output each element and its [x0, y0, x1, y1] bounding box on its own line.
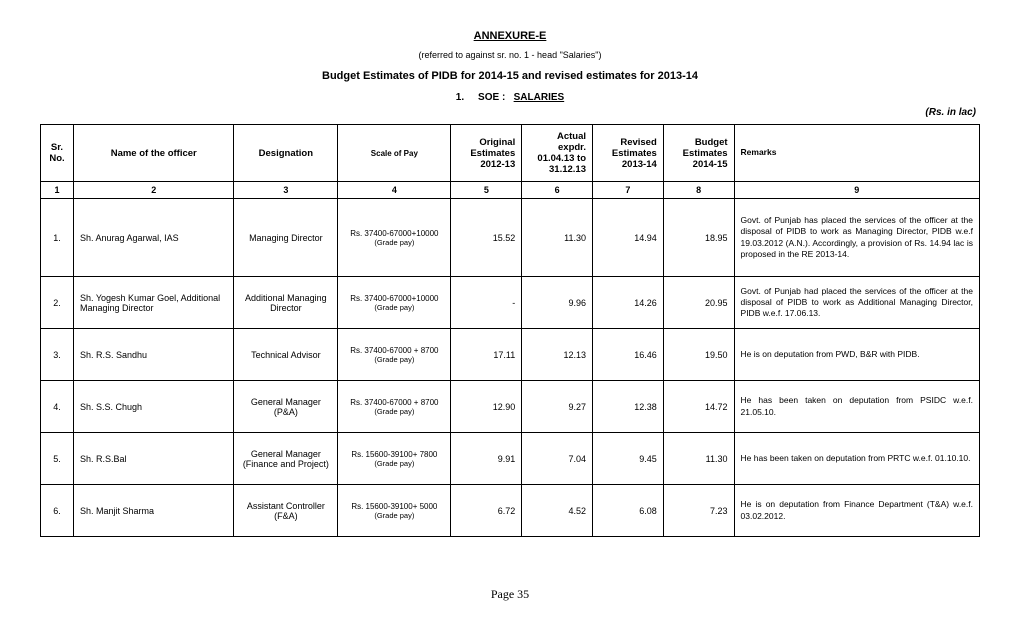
- cell-sr: 2.: [41, 277, 74, 329]
- cell-desg: Technical Advisor: [234, 329, 338, 381]
- cell-orig: 15.52: [451, 199, 522, 277]
- cell-rem: He has been taken on deputation from PRT…: [734, 433, 979, 485]
- cell-sr: 6.: [41, 485, 74, 537]
- col-bud: Budget Estimates 2014-15: [663, 125, 734, 182]
- cell-rem: Govt. of Punjab has placed the services …: [734, 199, 979, 277]
- cell-desg: Managing Director: [234, 199, 338, 277]
- cell-desg: Additional Managing Director: [234, 277, 338, 329]
- cell-orig: 12.90: [451, 381, 522, 433]
- cell-pay: Rs. 37400-67000 + 8700(Grade pay): [338, 381, 451, 433]
- cn7: 7: [593, 182, 664, 199]
- col-rev: Revised Estimates 2013-14: [593, 125, 664, 182]
- cell-sr: 5.: [41, 433, 74, 485]
- cn1: 1: [41, 182, 74, 199]
- col-desg: Designation: [234, 125, 338, 182]
- cell-name: Sh. R.S.Bal: [74, 433, 234, 485]
- cell-pay: Rs. 37400-67000 + 8700(Grade pay): [338, 329, 451, 381]
- cell-sr: 4.: [41, 381, 74, 433]
- cell-orig: 9.91: [451, 433, 522, 485]
- col-orig: Original Estimates 2012-13: [451, 125, 522, 182]
- cell-name: Sh. R.S. Sandhu: [74, 329, 234, 381]
- cell-bud: 18.95: [663, 199, 734, 277]
- col-actual: Actual expdr. 01.04.13 to 31.12.13: [522, 125, 593, 182]
- cell-desg: General Manager (P&A): [234, 381, 338, 433]
- soe-value: SALARIES: [514, 92, 565, 103]
- cell-bud: 11.30: [663, 433, 734, 485]
- cell-pay: Rs. 15600-39100+ 5000(Grade pay): [338, 485, 451, 537]
- cell-sr: 1.: [41, 199, 74, 277]
- cell-rev: 14.26: [593, 277, 664, 329]
- cell-pay: Rs. 37400-67000+10000(Grade pay): [338, 199, 451, 277]
- cell-desg: Assistant Controller (F&A): [234, 485, 338, 537]
- col-rem: Remarks: [734, 125, 979, 182]
- table-row: 3. Sh. R.S. Sandhu Technical Advisor Rs.…: [41, 329, 980, 381]
- cn6: 6: [522, 182, 593, 199]
- header-row: Sr. No. Name of the officer Designation …: [41, 125, 980, 182]
- cell-orig: -: [451, 277, 522, 329]
- cell-sr: 3.: [41, 329, 74, 381]
- cell-actual: 7.04: [522, 433, 593, 485]
- cell-rem: He is on deputation from Finance Departm…: [734, 485, 979, 537]
- cell-name: Sh. Manjit Sharma: [74, 485, 234, 537]
- cell-actual: 11.30: [522, 199, 593, 277]
- table-row: 6. Sh. Manjit Sharma Assistant Controlle…: [41, 485, 980, 537]
- cell-rev: 14.94: [593, 199, 664, 277]
- cell-desg: General Manager (Finance and Project): [234, 433, 338, 485]
- referred-note: (referred to against sr. no. 1 - head "S…: [40, 50, 980, 60]
- cell-bud: 14.72: [663, 381, 734, 433]
- cell-rem: He is on deputation from PWD, B&R with P…: [734, 329, 979, 381]
- cell-bud: 19.50: [663, 329, 734, 381]
- cell-rev: 16.46: [593, 329, 664, 381]
- cell-actual: 9.27: [522, 381, 593, 433]
- salary-table: Sr. No. Name of the officer Designation …: [40, 124, 980, 537]
- col-name: Name of the officer: [74, 125, 234, 182]
- cn3: 3: [234, 182, 338, 199]
- col-sr: Sr. No.: [41, 125, 74, 182]
- cell-orig: 6.72: [451, 485, 522, 537]
- unit-label: (Rs. in lac): [40, 107, 980, 118]
- cell-rem: Govt. of Punjab had placed the services …: [734, 277, 979, 329]
- annexure-title: ANNEXURE-E: [40, 30, 980, 42]
- soe-line: 1. SOE : SALARIES: [40, 92, 980, 103]
- col-pay: Scale of Pay: [338, 125, 451, 182]
- cell-name: Sh. S.S. Chugh: [74, 381, 234, 433]
- main-heading: Budget Estimates of PIDB for 2014-15 and…: [40, 70, 980, 82]
- cell-rev: 12.38: [593, 381, 664, 433]
- cell-bud: 7.23: [663, 485, 734, 537]
- table-row: 1. Sh. Anurag Agarwal, IAS Managing Dire…: [41, 199, 980, 277]
- cell-actual: 9.96: [522, 277, 593, 329]
- cell-actual: 12.13: [522, 329, 593, 381]
- cn9: 9: [734, 182, 979, 199]
- soe-num: 1.: [456, 92, 464, 103]
- table-row: 4. Sh. S.S. Chugh General Manager (P&A) …: [41, 381, 980, 433]
- cell-rem: He has been taken on deputation from PSI…: [734, 381, 979, 433]
- cn2: 2: [74, 182, 234, 199]
- cell-pay: Rs. 37400-67000+10000(Grade pay): [338, 277, 451, 329]
- cell-actual: 4.52: [522, 485, 593, 537]
- cn5: 5: [451, 182, 522, 199]
- table-row: 2. Sh. Yogesh Kumar Goel, Additional Man…: [41, 277, 980, 329]
- cell-rev: 9.45: [593, 433, 664, 485]
- table-row: 5. Sh. R.S.Bal General Manager (Finance …: [41, 433, 980, 485]
- cell-orig: 17.11: [451, 329, 522, 381]
- cell-name: Sh. Anurag Agarwal, IAS: [74, 199, 234, 277]
- colnum-row: 1 2 3 4 5 6 7 8 9: [41, 182, 980, 199]
- soe-label: SOE :: [478, 92, 505, 103]
- cell-name: Sh. Yogesh Kumar Goel, Additional Managi…: [74, 277, 234, 329]
- page-number: Page 35: [40, 587, 980, 602]
- cell-pay: Rs. 15600-39100+ 7800(Grade pay): [338, 433, 451, 485]
- cell-rev: 6.08: [593, 485, 664, 537]
- cell-bud: 20.95: [663, 277, 734, 329]
- cn4: 4: [338, 182, 451, 199]
- cn8: 8: [663, 182, 734, 199]
